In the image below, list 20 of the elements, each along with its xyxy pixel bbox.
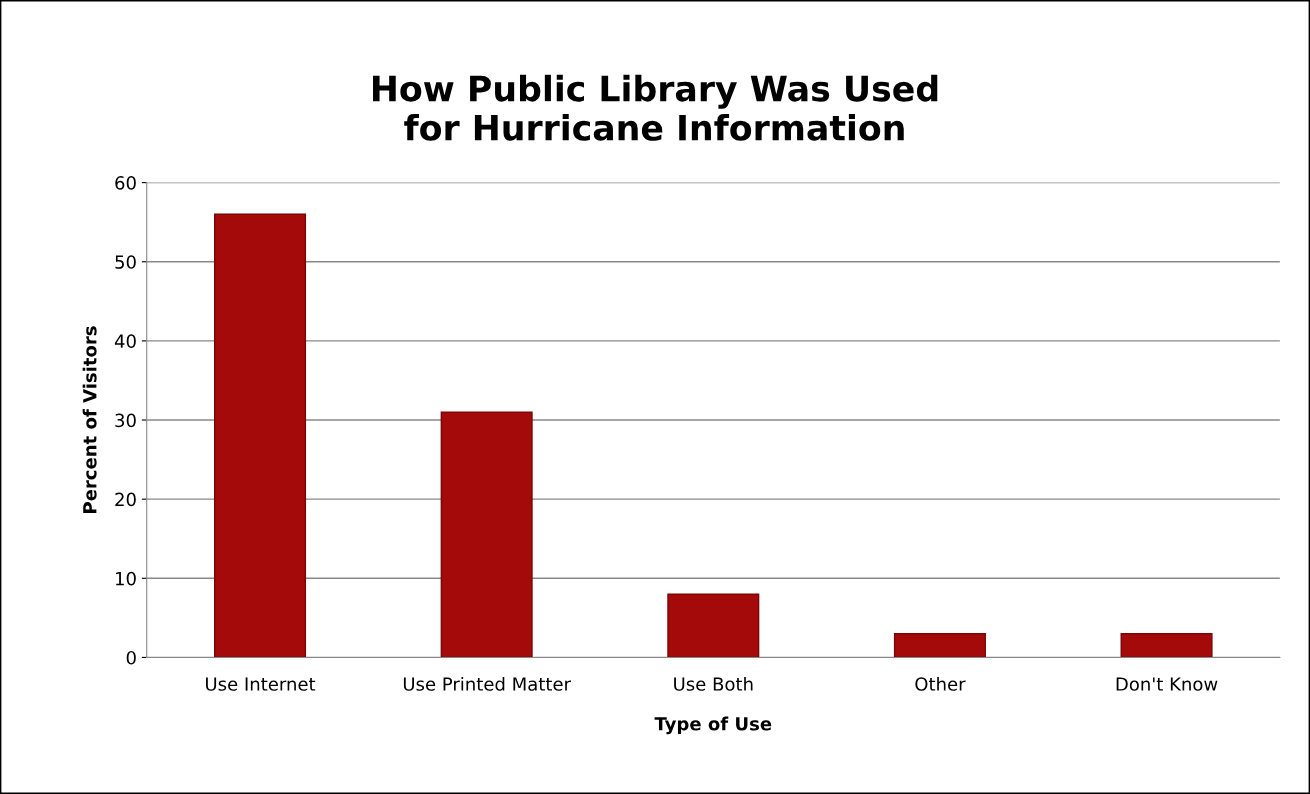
x-tick-label: Other — [915, 676, 966, 691]
y-axis-title: Percent of Visitors — [82, 326, 97, 513]
y-tick-label: 20 — [115, 492, 136, 507]
x-tick-label: Don't Know — [1116, 677, 1218, 691]
bar — [1120, 632, 1213, 658]
y-tick-label: 50 — [115, 255, 136, 269]
y-tick-label: 0 — [126, 650, 136, 665]
y-tick-label: 40 — [114, 334, 136, 349]
y-tick-label: 10 — [116, 571, 136, 586]
bar — [214, 213, 307, 658]
x-axis-title: Type of Use — [654, 716, 772, 735]
chart-title: How Public Library Was Used for Hurricane Information — [373, 74, 938, 141]
y-tick-label: 60 — [115, 176, 136, 190]
bar — [893, 632, 986, 658]
bar — [440, 411, 533, 658]
bar — [667, 593, 760, 658]
x-tick-label: Use Internet — [206, 677, 316, 691]
x-tick-label: Use Both — [674, 676, 753, 691]
x-tick-label: Use Printed Matter — [403, 676, 571, 691]
y-tick-label: 30 — [115, 413, 136, 428]
